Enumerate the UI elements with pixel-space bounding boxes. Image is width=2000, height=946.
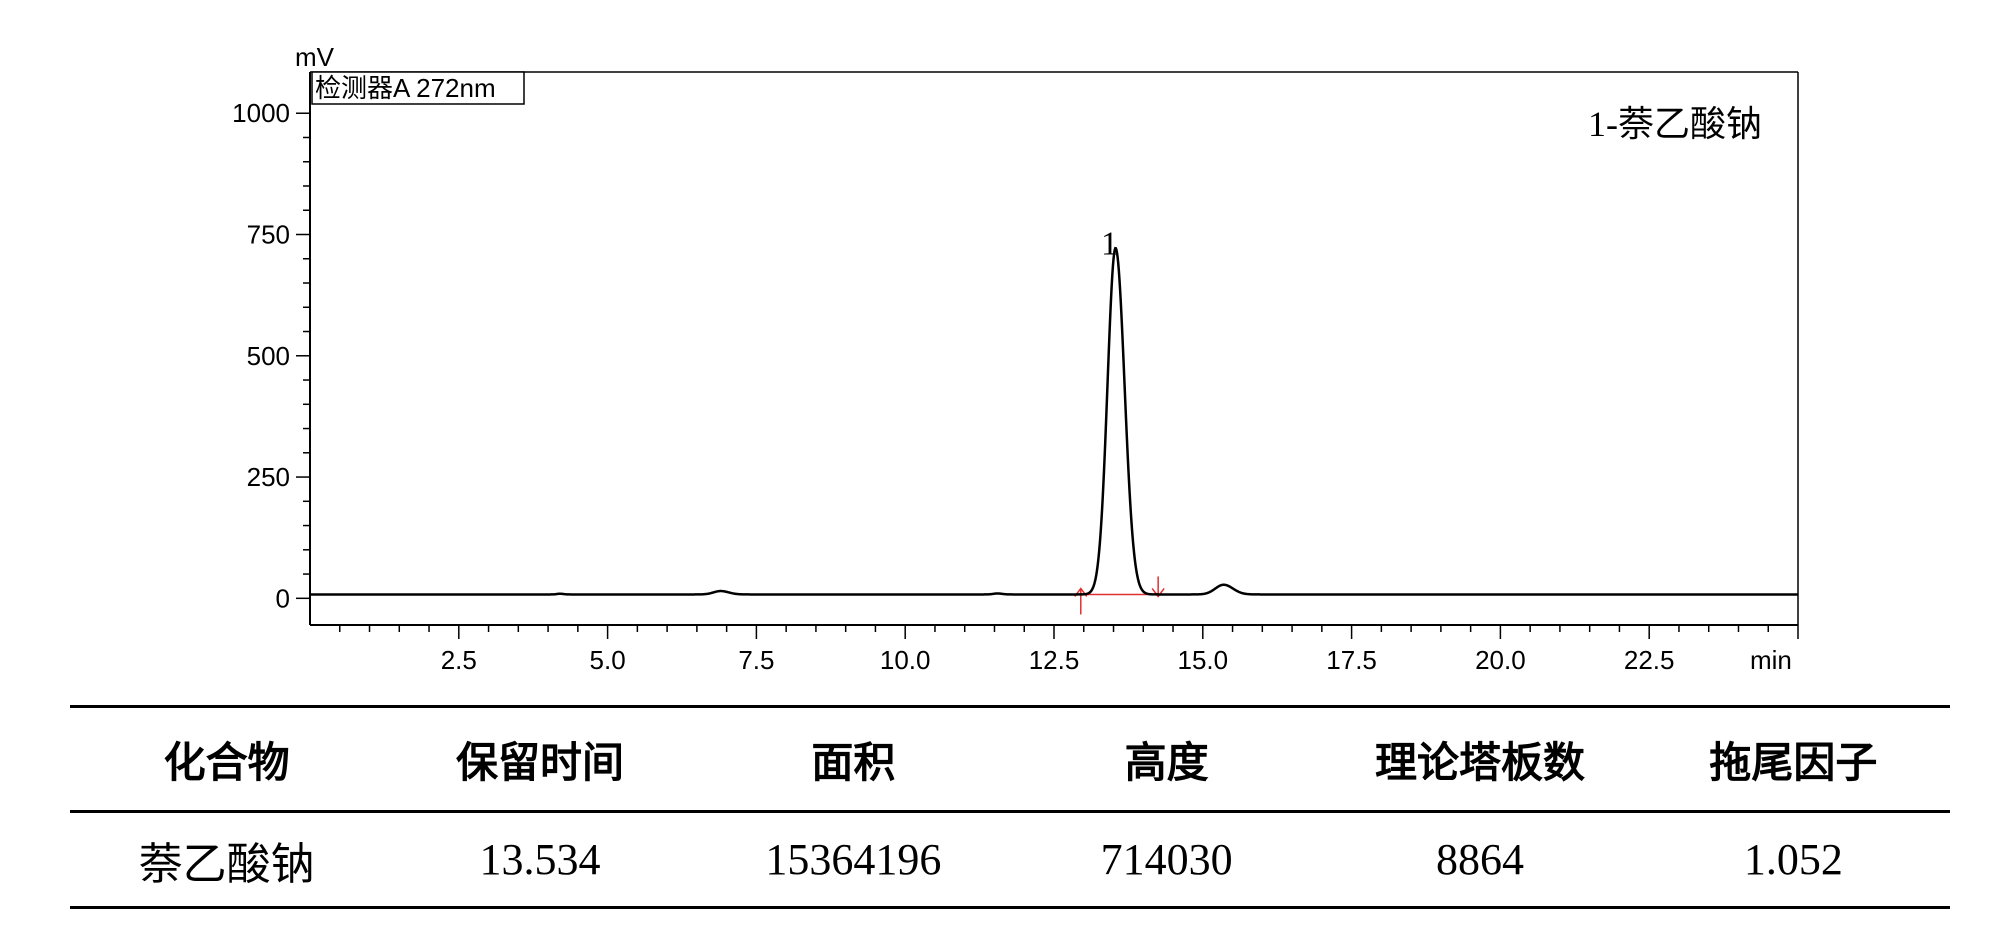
detector-label-box xyxy=(311,71,525,105)
chromatogram-chart: 0 250 500 750 1000 2.5 5.0 7.5 10.0 12.5 15.0 17.5… xyxy=(232,42,1799,675)
x-tick-label: 15.0 xyxy=(1177,645,1228,675)
y-tick-label: 250 xyxy=(247,462,290,492)
header-compound: 化合物 xyxy=(70,705,384,813)
header-theoretical-plates: 理论塔板数 xyxy=(1323,705,1637,813)
header-area: 面积 xyxy=(696,705,1010,813)
y-tick-label: 750 xyxy=(247,220,290,250)
x-tick-label: 2.5 xyxy=(441,645,477,675)
y-tick-label: 0 xyxy=(276,583,290,613)
x-tick-label: 20.0 xyxy=(1475,645,1526,675)
table-header-row: 化合物 保留时间 面积 高度 理论塔板数 拖尾因子 xyxy=(70,705,1950,813)
peak-labels: 1 xyxy=(1101,226,1118,263)
y-axis-ticks: 0 250 500 750 1000 xyxy=(232,98,310,613)
cell-tailing-factor: 1.052 xyxy=(1636,811,1950,909)
legend-text: 1-萘乙酸钠 xyxy=(1588,104,1762,144)
cell-compound: 萘乙酸钠 xyxy=(70,811,384,909)
chromatogram-trace xyxy=(310,246,1798,596)
detector-label: 检测器A 272nm xyxy=(315,73,496,103)
x-tick-label: 22.5 xyxy=(1624,645,1675,675)
y-tick-label: 500 xyxy=(247,341,290,371)
cell-retention-time: 13.534 xyxy=(383,811,697,909)
y-tick-label: 1000 xyxy=(232,98,290,128)
results-table: 化合物 保留时间 面积 高度 理论塔板数 拖尾因子 萘乙酸钠 13.534 15… xyxy=(70,705,1950,909)
x-tick-label: 12.5 xyxy=(1029,645,1080,675)
peak-label: 1 xyxy=(1101,226,1118,263)
cell-area: 15364196 xyxy=(696,811,1010,909)
y-axis-label: mV xyxy=(295,42,335,72)
header-tailing-factor: 拖尾因子 xyxy=(1636,705,1950,813)
integration-end-arrow xyxy=(1151,587,1165,598)
x-tick-label: 10.0 xyxy=(880,645,931,675)
header-retention-time: 保留时间 xyxy=(383,705,697,813)
x-tick-label: 17.5 xyxy=(1326,645,1377,675)
x-axis-ticks: 2.5 5.0 7.5 10.0 12.5 15.0 17.5 20.0 22.5 xyxy=(339,625,1799,675)
table-row: 萘乙酸钠 13.534 15364196 714030 8864 1.052 xyxy=(70,811,1950,909)
cell-theoretical-plates: 8864 xyxy=(1323,811,1637,909)
cell-height: 714030 xyxy=(1009,811,1324,909)
x-axis-label: min xyxy=(1750,645,1792,675)
x-tick-label: 7.5 xyxy=(738,645,774,675)
x-tick-label: 5.0 xyxy=(590,645,626,675)
header-height: 高度 xyxy=(1009,705,1324,813)
